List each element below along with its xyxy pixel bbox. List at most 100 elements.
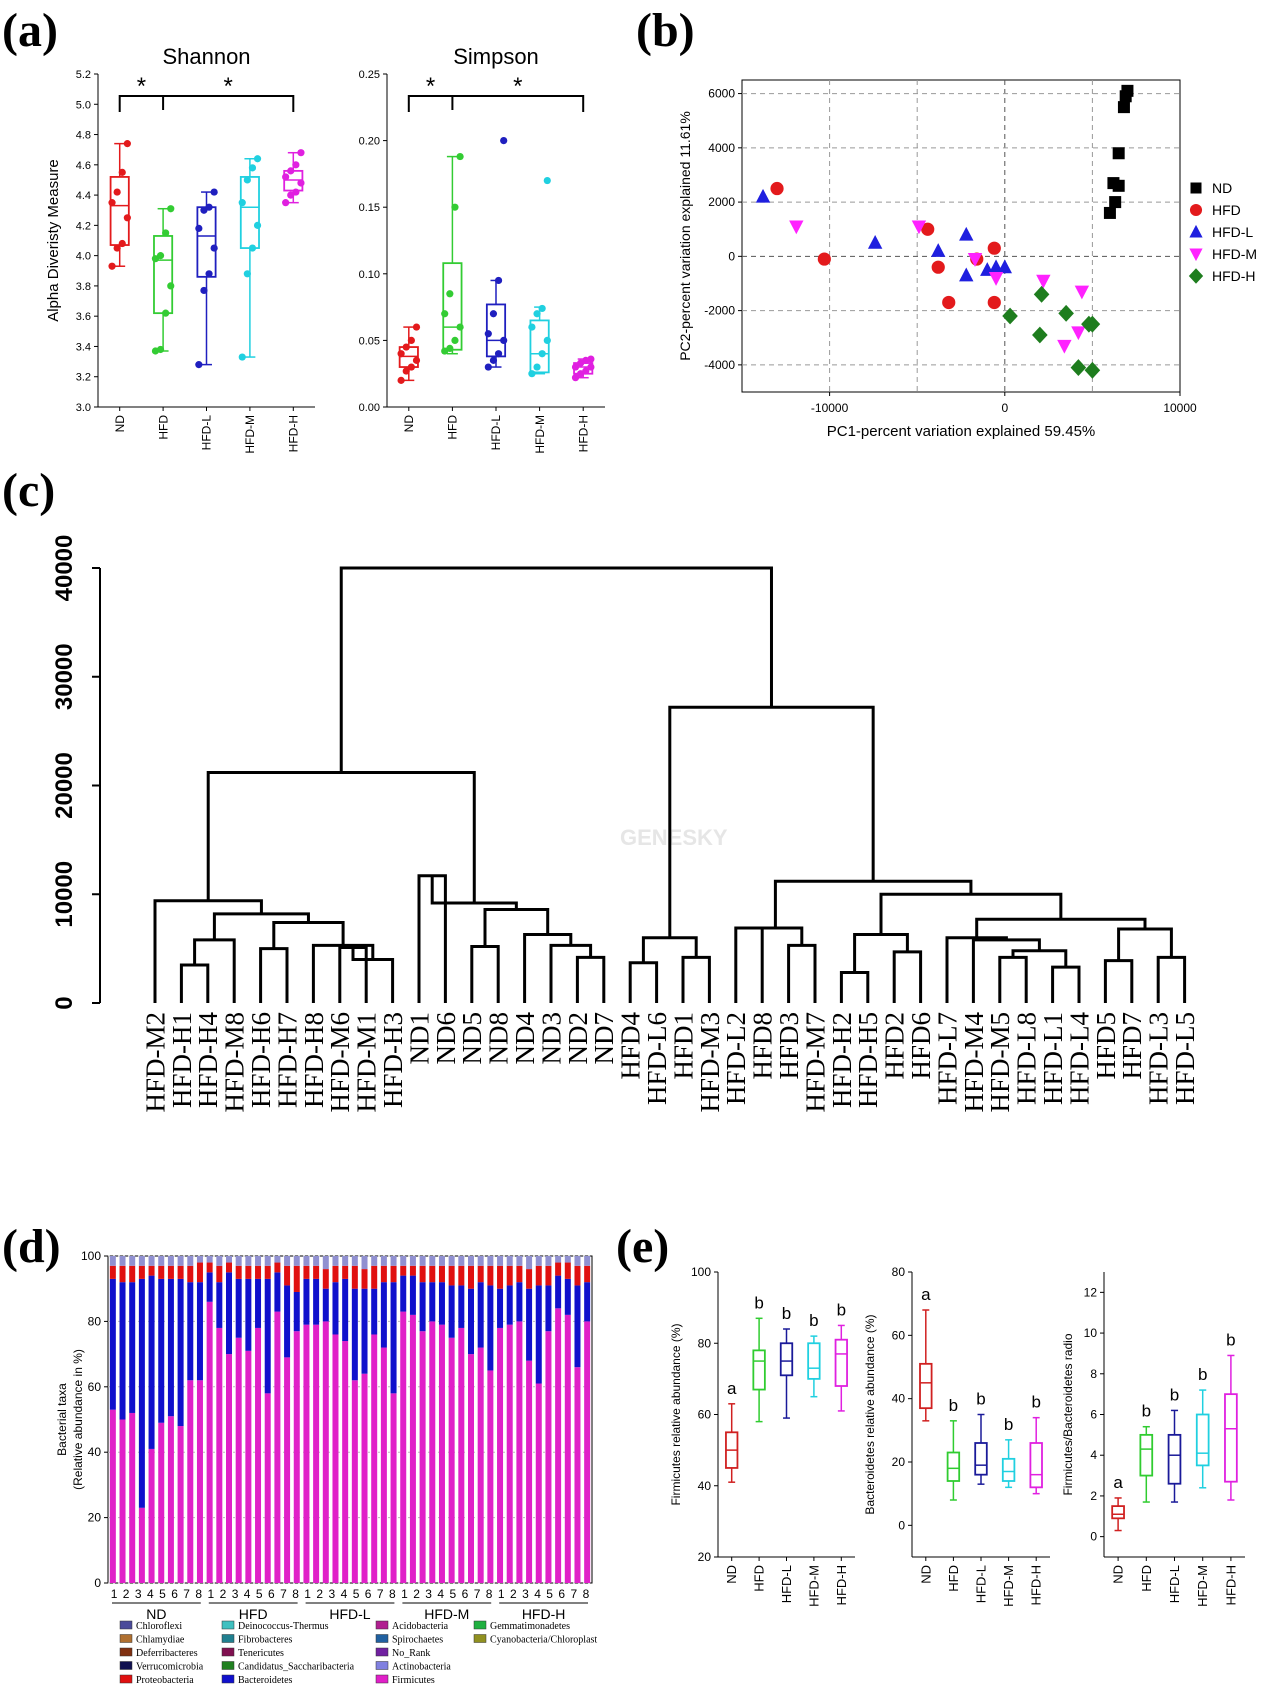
legend-label: HFD	[1212, 202, 1241, 218]
data-point	[297, 179, 305, 187]
box-hfd-m: b	[807, 1311, 821, 1398]
bar-segment-firmicutes	[109, 1409, 116, 1583]
box-hfd-h: b	[1224, 1330, 1238, 1501]
bar-segment-other-phyla	[506, 1256, 513, 1266]
y-tick-label: 0.10	[359, 269, 380, 281]
dendrogram-link	[549, 943, 593, 1003]
bar-segment-firmicutes	[516, 1321, 523, 1583]
bar-segment-bacteroidetes	[255, 1278, 262, 1328]
dendrogram-link	[879, 892, 1063, 935]
data-point	[243, 176, 251, 184]
leaf-label: ND4	[510, 1012, 540, 1065]
data-point	[167, 282, 175, 290]
sample-label: 8	[486, 1587, 493, 1601]
y-tick-label: 20	[698, 1550, 712, 1564]
stacked-bar	[158, 1256, 165, 1583]
bar-segment-other-phyla	[206, 1256, 213, 1263]
significance-letter: b	[1198, 1365, 1207, 1384]
bar-segment-proteobacteria	[467, 1265, 475, 1289]
box-iqr	[1111, 1505, 1125, 1520]
box-hfd-l	[484, 137, 508, 371]
data-point	[441, 310, 449, 318]
y-axis-label-2: (Relative abundance in %)	[71, 1349, 85, 1490]
sample-label: 6	[171, 1587, 178, 1601]
y-axis-label: Bacteroidetes relative abundance (%)	[863, 1314, 877, 1514]
data-point	[484, 330, 492, 338]
stacked-bar	[293, 1256, 300, 1583]
significance-letter: a	[921, 1285, 931, 1304]
bar-segment-proteobacteria	[535, 1265, 542, 1286]
box-hfd-m: b	[1195, 1365, 1210, 1489]
panel-label-d: (d)	[2, 1220, 61, 1273]
bar-segment-proteobacteria	[564, 1262, 571, 1279]
data-point	[500, 137, 508, 145]
box-iqr	[779, 1342, 794, 1377]
bar-segment-proteobacteria	[284, 1265, 291, 1286]
sample-label: 4	[147, 1587, 154, 1601]
y-tick-label: 3.4	[76, 341, 91, 353]
box-hfd-h	[282, 149, 305, 207]
bar-segment-bacteroidetes	[545, 1285, 552, 1332]
data-point	[238, 199, 246, 207]
stacked-bar	[361, 1256, 368, 1583]
y-axis-label: Firmicutes relative abundance (%)	[669, 1323, 683, 1505]
bar-segment-proteobacteria	[148, 1265, 155, 1276]
bar-segment-proteobacteria	[555, 1262, 562, 1276]
x-tick-label: HFD-L	[1167, 1565, 1182, 1603]
bar-segment-proteobacteria	[584, 1265, 591, 1283]
y-tick-label: 100	[691, 1265, 711, 1279]
dendrogram-link	[311, 943, 375, 1003]
dendrogram-link	[575, 955, 606, 1003]
y-tick-label: 0.15	[359, 202, 380, 214]
x-tick-label: HFD-H	[1223, 1565, 1238, 1605]
bar-segment-firmicutes	[148, 1448, 155, 1583]
bar-segment-bacteroidetes	[429, 1282, 436, 1322]
stacked-bar	[206, 1256, 213, 1583]
data-point	[397, 376, 405, 384]
bar-segment-other-phyla	[438, 1256, 445, 1266]
bar-segment-proteobacteria	[245, 1265, 252, 1279]
bar-segment-firmicutes	[293, 1331, 300, 1583]
legend-swatch	[119, 1620, 133, 1630]
plot-frame	[741, 79, 1181, 393]
chart-title: Shannon	[162, 44, 250, 69]
bar-segment-firmicutes	[177, 1426, 184, 1583]
data-point	[253, 155, 262, 163]
significance-star: *	[426, 73, 435, 100]
stacked-bar	[187, 1256, 194, 1583]
legend-swatch	[119, 1634, 133, 1643]
data-point	[123, 214, 131, 222]
y-tick-label: 80	[892, 1265, 906, 1279]
x-tick-label: 10000	[1163, 401, 1197, 415]
legend-label: Chlamydiae	[136, 1635, 185, 1646]
bar-segment-proteobacteria	[158, 1265, 165, 1279]
stacked-bar	[351, 1256, 358, 1583]
bar-segment-firmicutes	[245, 1350, 252, 1583]
y-tick-label: 4	[1090, 1448, 1097, 1462]
stacked-bar	[177, 1256, 184, 1583]
x-tick-label: ND	[1111, 1565, 1126, 1584]
stacked-bar	[119, 1256, 126, 1583]
data-point	[407, 363, 415, 371]
bar-segment-firmicutes	[361, 1373, 368, 1583]
legend-label: Firmicutes	[392, 1675, 435, 1686]
data-point	[533, 310, 541, 318]
group-label: ND	[146, 1606, 166, 1622]
x-tick-label: HFD-M	[806, 1565, 821, 1607]
bar-segment-proteobacteria	[225, 1262, 233, 1273]
bar-segment-firmicutes	[400, 1311, 407, 1583]
bar-segment-proteobacteria	[177, 1265, 184, 1279]
significance-letter: b	[809, 1311, 818, 1330]
legend-label: HFD-M	[1212, 246, 1257, 262]
bar-segment-bacteroidetes	[487, 1285, 494, 1371]
stacked-bar	[216, 1256, 223, 1583]
dendrogram-link	[1103, 959, 1134, 1003]
sample-label: 1	[111, 1587, 118, 1601]
y-tick-label: 4.6	[76, 160, 91, 172]
stacked-bar	[235, 1256, 242, 1583]
box-iqr	[196, 206, 217, 278]
data-point	[571, 363, 580, 371]
data-point	[1070, 359, 1087, 376]
y-tick-label: 6000	[708, 87, 735, 101]
bar-segment-other-phyla	[409, 1256, 416, 1266]
